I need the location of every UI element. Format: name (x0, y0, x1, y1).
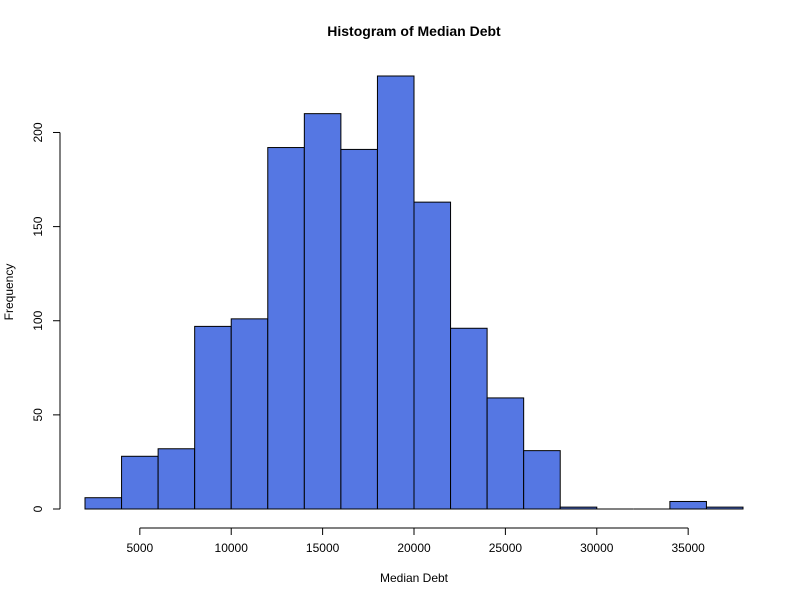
y-tick-label: 100 (31, 310, 45, 330)
x-tick-label: 30000 (580, 541, 614, 555)
histogram-bar (303, 113, 342, 510)
histogram-bar (84, 497, 123, 510)
histogram-bar (157, 448, 196, 510)
histogram-bar (559, 506, 598, 510)
chart-title: Histogram of Median Debt (327, 23, 501, 39)
x-tick-label: 15000 (306, 541, 340, 555)
x-axis-label: Median Debt (380, 571, 449, 585)
y-axis-label: Frequency (2, 264, 16, 321)
y-tick-label: 150 (31, 216, 45, 236)
y-tick-label: 0 (31, 505, 45, 512)
histogram-bar (376, 75, 415, 510)
histogram-bar (669, 500, 707, 510)
histogram-bar (194, 325, 232, 510)
x-tick-label: 35000 (671, 541, 705, 555)
y-tick-label: 200 (31, 122, 45, 142)
histogram-bar (230, 318, 269, 510)
y-tick-label: 50 (31, 408, 45, 422)
x-tick-label: 20000 (397, 541, 431, 555)
histogram-bar (705, 506, 744, 510)
histogram-bar (267, 147, 305, 510)
bars-group (84, 75, 744, 510)
x-tick-label: 10000 (215, 541, 249, 555)
histogram-bar (523, 450, 561, 510)
histogram-bar (450, 327, 488, 510)
x-axis: 5000 10000 15000 20000 25000 30000 35000 (126, 527, 705, 555)
histogram-bar (340, 148, 378, 510)
histogram-bar (121, 455, 159, 510)
histogram-bar (413, 201, 452, 510)
y-axis: 0 50 100 150 200 (31, 122, 61, 512)
histogram-bar (486, 397, 525, 510)
x-tick-label: 5000 (126, 541, 153, 555)
x-tick-label: 25000 (489, 541, 523, 555)
